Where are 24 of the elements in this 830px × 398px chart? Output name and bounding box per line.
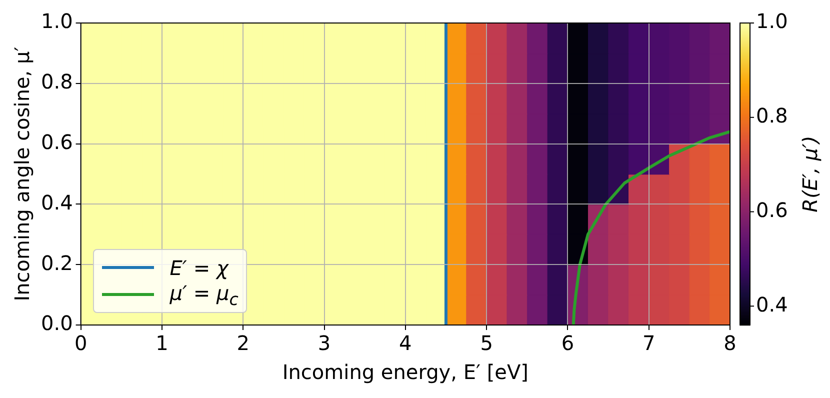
legend-label: E′ = χ — [170, 256, 228, 280]
y-tick-label: 0.2 — [40, 250, 73, 275]
color-bar-label: 0.6 — [756, 198, 788, 222]
y-tick-label: 1.0 — [40, 9, 73, 34]
y-axis-title: Incoming angle cosine, μ′ — [10, 46, 34, 302]
color-bar-label: 1.0 — [756, 9, 788, 34]
x-axis-title: Incoming energy, E′ [eV] — [282, 360, 528, 384]
x-tick-label: 5 — [480, 331, 493, 356]
x-tick-label: 1 — [156, 331, 168, 356]
color-bar-label: 0.4 — [756, 292, 788, 316]
color-bar-title: R(E′, μ′) — [798, 136, 822, 212]
x-tick-label: 6 — [561, 331, 574, 356]
x-tick-label: 2 — [236, 331, 250, 356]
y-tick-label: 0.0 — [40, 311, 73, 336]
color-bar-label: 0.8 — [756, 104, 788, 128]
x-tick-label: 7 — [642, 331, 656, 356]
x-tick-label: 0 — [74, 331, 88, 356]
y-tick-label: 0.6 — [40, 130, 73, 154]
x-tick-label: 3 — [318, 331, 331, 356]
y-tick-label: 0.8 — [40, 70, 73, 94]
x-tick-label: 8 — [724, 331, 736, 356]
x-tick-label: 4 — [399, 331, 412, 356]
y-tick-label: 0.4 — [40, 190, 73, 214]
legend-label: μ′ = μ$_{c}$ — [170, 280, 238, 308]
